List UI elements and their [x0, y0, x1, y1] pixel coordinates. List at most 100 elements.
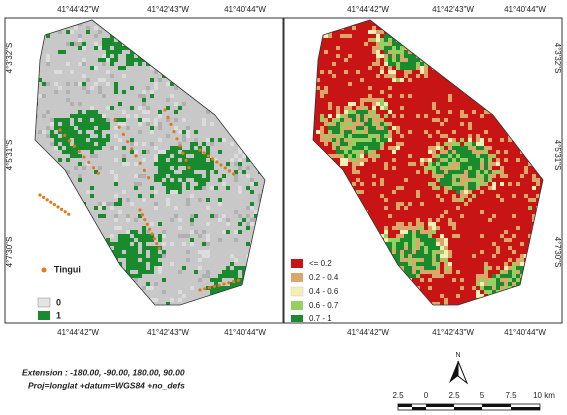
tingui-point: [58, 128, 62, 132]
raster-cell: [210, 286, 214, 290]
raster-cell: [66, 150, 70, 154]
raster-cell: [206, 166, 210, 170]
raster-cell: [404, 74, 408, 78]
raster-cell: [246, 206, 250, 210]
raster-cell: [114, 134, 118, 138]
raster-cell: [372, 134, 376, 138]
raster-cell: [86, 114, 90, 118]
raster-cell: [480, 114, 484, 118]
raster-cell: [46, 82, 50, 86]
raster-cell: [102, 42, 106, 46]
raster-cell: [162, 254, 166, 258]
raster-cell: [364, 118, 368, 122]
raster-cell: [130, 274, 134, 278]
raster-cell: [246, 174, 250, 178]
raster-cell: [130, 62, 134, 66]
raster-cell: [222, 286, 226, 290]
raster-cell: [114, 178, 118, 182]
tingui-point: [63, 133, 67, 137]
raster-cell: [154, 158, 158, 162]
lat-label: 4°5'31"S: [5, 140, 14, 171]
raster-cell: [118, 238, 122, 242]
raster-cell: [194, 214, 198, 218]
raster-cell: [484, 170, 488, 174]
raster-cell: [384, 50, 388, 54]
raster-cell: [74, 122, 78, 126]
raster-cell: [146, 230, 150, 234]
raster-cell: [134, 266, 138, 270]
raster-cell: [150, 254, 154, 258]
raster-cell: [344, 114, 348, 118]
raster-cell: [444, 250, 448, 254]
raster-cell: [404, 206, 408, 210]
raster-cell: [202, 186, 206, 190]
raster-cell: [364, 158, 368, 162]
raster-cell: [130, 58, 134, 62]
raster-cell: [74, 146, 78, 150]
raster-cell: [110, 106, 114, 110]
raster-cell: [162, 290, 166, 294]
tingui-point: [181, 151, 185, 155]
raster-cell: [46, 34, 50, 38]
extension-text: Extension : -180.00, -90.00, 180.00, 90.…: [22, 367, 185, 377]
raster-cell: [384, 34, 388, 38]
raster-cell: [416, 266, 420, 270]
raster-cell: [348, 146, 352, 150]
raster-cell: [226, 286, 230, 290]
raster-cell: [452, 234, 456, 238]
raster-cell: [98, 142, 102, 146]
raster-cell: [356, 106, 360, 110]
raster-cell: [186, 134, 190, 138]
raster-cell: [440, 234, 444, 238]
raster-cell: [472, 194, 476, 198]
raster-cell: [364, 98, 368, 102]
raster-cell: [516, 258, 520, 262]
raster-cell: [400, 106, 404, 110]
raster-cell: [218, 278, 222, 282]
raster-cell: [416, 234, 420, 238]
scale-labels: 2.5 0 2.5 5 7.5 10 km: [392, 391, 555, 400]
raster-cell: [246, 158, 250, 162]
raster-cell: [182, 266, 186, 270]
raster-cell: [444, 258, 448, 262]
raster-cell: [472, 158, 476, 162]
lon-label: 41°42'43"W: [147, 328, 189, 337]
raster-cell: [428, 238, 432, 242]
raster-cell: [352, 122, 356, 126]
raster-cell: [178, 190, 182, 194]
raster-cell: [110, 74, 114, 78]
raster-cell: [460, 182, 464, 186]
raster-cell: [424, 270, 428, 274]
raster-cell: [484, 262, 488, 266]
raster-cell: [142, 98, 146, 102]
raster-cell: [198, 266, 202, 270]
raster-cell: [508, 246, 512, 250]
raster-cell: [424, 158, 428, 162]
raster-cell: [166, 98, 170, 102]
raster-cell: [118, 42, 122, 46]
raster-cell: [324, 142, 328, 146]
raster-cell: [146, 246, 150, 250]
lat-label: 4°7'30"S: [5, 237, 14, 268]
raster-cell: [122, 234, 126, 238]
raster-cell: [448, 254, 452, 258]
raster-cell: [432, 182, 436, 186]
raster-cell: [476, 154, 480, 158]
raster-cell: [242, 218, 246, 222]
raster-cell: [340, 118, 344, 122]
raster-cell: [174, 190, 178, 194]
raster-cell: [452, 166, 456, 170]
raster-cell: [46, 110, 50, 114]
raster-cell: [142, 90, 146, 94]
raster-cell: [114, 158, 118, 162]
raster-cell: [134, 114, 138, 118]
raster-cell: [484, 274, 488, 278]
raster-cell: [460, 198, 464, 202]
raster-cell: [380, 130, 384, 134]
raster-cell: [472, 254, 476, 258]
raster-cell: [210, 122, 214, 126]
raster-cell: [142, 102, 146, 106]
raster-cell: [512, 214, 516, 218]
raster-cell: [114, 214, 118, 218]
raster-cell: [444, 210, 448, 214]
